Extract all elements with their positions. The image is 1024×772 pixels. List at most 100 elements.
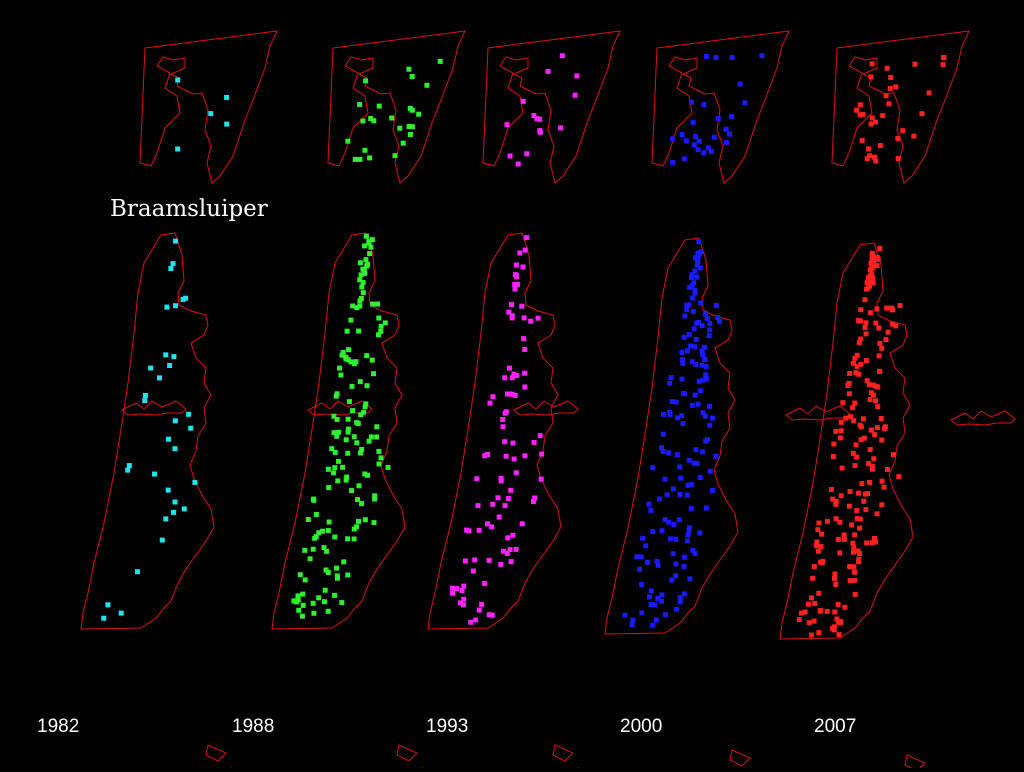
observation-point <box>838 428 844 434</box>
observation-point <box>475 503 481 509</box>
observation-point <box>867 153 873 159</box>
observation-point <box>495 495 501 501</box>
observation-point <box>679 376 685 382</box>
observation-point <box>310 546 316 552</box>
observation-point <box>871 258 877 264</box>
observation-point <box>866 146 871 152</box>
observation-point <box>374 434 380 440</box>
observation-point <box>157 375 162 381</box>
observation-point <box>188 425 194 431</box>
observation-point <box>406 124 412 129</box>
observation-point <box>682 391 687 397</box>
observation-point <box>852 577 858 583</box>
observation-point <box>509 302 514 308</box>
observation-point <box>358 412 364 418</box>
observation-point <box>559 53 565 59</box>
observation-point <box>670 551 676 557</box>
observation-point <box>482 453 488 459</box>
observation-point <box>864 540 870 546</box>
island-outline-tab <box>950 410 1016 426</box>
observation-point <box>500 417 506 422</box>
observation-point <box>375 301 380 307</box>
observation-point <box>700 377 706 383</box>
observation-point <box>454 586 460 591</box>
observation-point <box>867 273 873 279</box>
observation-point <box>424 82 430 88</box>
observation-point <box>334 391 340 397</box>
observation-point <box>459 588 465 593</box>
observation-point <box>697 265 703 271</box>
observation-point <box>669 399 675 404</box>
observation-point <box>879 345 885 351</box>
observation-point <box>679 413 685 419</box>
observation-point <box>522 384 528 390</box>
observation-point <box>656 496 662 502</box>
observation-point <box>692 255 698 261</box>
observation-point <box>468 619 474 625</box>
observation-point <box>842 604 848 610</box>
observation-point <box>376 448 382 454</box>
observation-point <box>876 368 882 374</box>
observation-point <box>522 453 528 459</box>
observation-point <box>713 302 719 308</box>
observation-point <box>640 535 646 541</box>
observation-point <box>639 582 645 587</box>
observation-point <box>175 146 181 152</box>
observation-point <box>311 497 317 503</box>
observation-point <box>893 84 899 90</box>
observation-point <box>862 325 868 330</box>
observation-point <box>511 371 517 377</box>
observation-point <box>809 595 814 601</box>
observation-point <box>686 525 692 531</box>
observation-point <box>359 501 365 507</box>
observation-point <box>362 147 368 153</box>
observation-point <box>345 138 351 144</box>
observation-point <box>863 491 868 497</box>
observation-point <box>299 613 305 619</box>
observation-point <box>348 317 354 323</box>
observation-point <box>339 600 345 606</box>
observation-point <box>864 280 870 286</box>
observation-point <box>873 119 879 125</box>
observation-point <box>701 102 707 108</box>
observation-point <box>369 357 375 363</box>
observation-point <box>874 306 880 312</box>
observation-point <box>476 527 482 533</box>
observation-point <box>183 295 189 301</box>
observation-point <box>297 572 303 578</box>
observation-point <box>345 429 351 435</box>
observation-point <box>489 524 495 530</box>
observation-point <box>362 243 367 249</box>
observation-point <box>852 463 858 469</box>
observation-point <box>701 150 707 156</box>
observation-point <box>358 450 363 456</box>
observation-point <box>860 416 866 422</box>
observation-point <box>841 532 847 538</box>
observation-point <box>851 544 857 550</box>
observation-point <box>707 327 713 333</box>
observation-point <box>345 536 351 542</box>
observation-point <box>667 380 673 386</box>
observation-point <box>830 496 836 502</box>
observation-point <box>376 103 382 109</box>
observation-point <box>521 315 527 321</box>
observation-point <box>360 118 366 124</box>
observation-point <box>345 426 351 432</box>
observation-point <box>344 328 350 334</box>
observation-point <box>759 53 765 59</box>
observation-point <box>858 307 864 313</box>
observation-point <box>681 334 687 340</box>
observation-point <box>835 536 841 542</box>
observation-point <box>858 361 864 367</box>
island-outline-south <box>271 232 406 630</box>
observation-point <box>682 313 688 319</box>
observation-point <box>690 119 696 125</box>
observation-point <box>331 470 337 476</box>
observation-point <box>648 588 654 594</box>
observation-point <box>700 410 706 416</box>
observation-point <box>498 475 504 481</box>
observation-point <box>357 156 363 162</box>
observation-point <box>895 135 901 141</box>
observation-point <box>354 305 360 311</box>
observation-point <box>367 251 373 257</box>
